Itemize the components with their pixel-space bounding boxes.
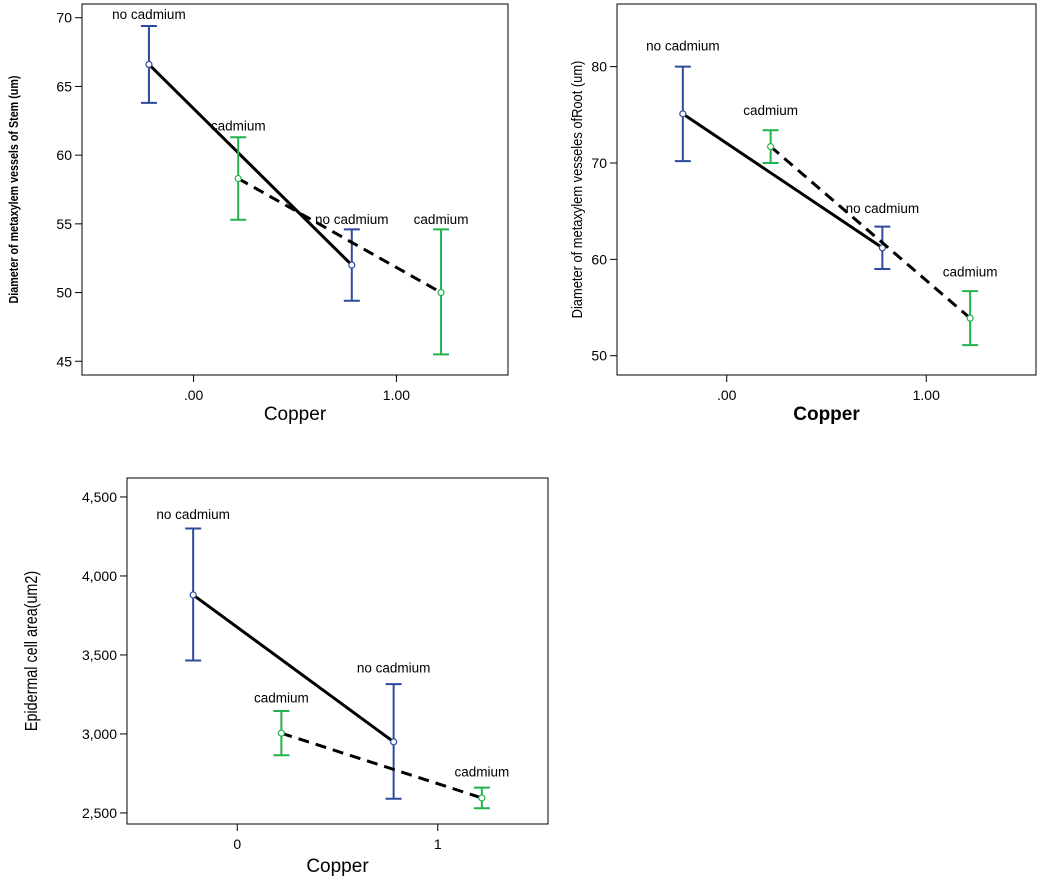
data-point-no-cadmium	[145, 60, 153, 69]
x-tick-label: 1	[434, 836, 442, 852]
group-annotation: cadmium	[454, 765, 509, 780]
x-tick-label: .00	[184, 387, 204, 403]
y-tick-label: 3,000	[82, 726, 117, 742]
y-tick-label: 4,000	[82, 568, 117, 584]
y-tick-label: 65	[56, 78, 72, 94]
x-tick-label: 1.00	[383, 387, 410, 403]
data-point-no-cadmium	[390, 738, 398, 746]
plot-frame	[616, 3, 1037, 376]
y-tick-label: 4,500	[82, 489, 117, 505]
group-annotation: cadmium	[254, 690, 309, 705]
y-tick-label: 80	[591, 59, 607, 75]
group-annotation: cadmium	[943, 265, 998, 280]
series-line-cadmium	[769, 145, 972, 320]
y-tick-label: 70	[56, 10, 72, 26]
y-tick-label: 70	[591, 155, 607, 171]
y-tick-label: 3,500	[82, 647, 117, 663]
series-line-no-cadmium	[147, 63, 353, 267]
chart-panel-2: 50 60 70 80 .00 1.00 Copper Diameter of metaxyl…	[568, 3, 1037, 425]
x-tick-label: .00	[717, 387, 737, 403]
data-point-no-cadmium	[348, 261, 356, 269]
group-annotation: cadmium	[743, 103, 798, 118]
data-point-cadmium	[767, 143, 775, 151]
y-axis-label: Diameter of metaxylem vessels of Stem (u…	[7, 75, 21, 303]
data-point-no-cadmium	[878, 244, 886, 252]
y-tick-label: 45	[56, 353, 72, 369]
series-line-cadmium	[280, 731, 483, 800]
y-tick-label: 50	[591, 348, 607, 364]
group-annotation: cadmium	[414, 212, 469, 227]
y-axis-label: Epidermal cell area(um2)	[23, 571, 42, 731]
y-tick-label: 60	[591, 251, 607, 267]
series-line-no-cadmium	[192, 593, 395, 744]
group-annotation: cadmium	[211, 118, 266, 133]
y-tick-label: 50	[56, 285, 72, 301]
plot-frame	[81, 3, 509, 376]
data-point-no-cadmium	[189, 591, 197, 599]
y-tick-label: 55	[56, 216, 72, 232]
x-axis-label: Copper	[306, 856, 369, 877]
x-axis-label: Copper	[264, 404, 327, 425]
y-axis-label: Diameter of metaxylem vesseles ofRoot (u…	[568, 61, 585, 319]
series-line-cadmium	[237, 177, 442, 294]
y-tick-label: 60	[56, 147, 72, 163]
chart-panel-1: 45 50 55 60 65 70 .00 1.00 Copper Diameter of met…	[7, 3, 509, 425]
x-tick-label: 0	[233, 836, 241, 852]
data-point-cadmium	[437, 288, 445, 297]
chart-panel-3: 2,500 3,000 3,500 4,000 4,500 0 1 Copper Epiderm…	[23, 477, 549, 877]
group-annotation: no cadmium	[156, 507, 230, 522]
x-tick-label: 1.00	[913, 387, 940, 403]
y-tick-label: 2,500	[82, 805, 117, 821]
group-annotation: no cadmium	[112, 7, 186, 22]
group-annotation: no cadmium	[846, 201, 920, 216]
data-point-cadmium	[966, 314, 974, 322]
x-axis-label: Copper	[793, 404, 860, 425]
plot-frame	[126, 477, 549, 825]
group-annotation: no cadmium	[315, 212, 389, 227]
data-point-no-cadmium	[679, 110, 687, 118]
group-annotation: no cadmium	[357, 660, 431, 675]
data-point-cadmium	[478, 794, 486, 802]
series-line-no-cadmium	[682, 112, 884, 250]
data-point-cadmium	[234, 174, 242, 183]
data-point-cadmium	[277, 729, 285, 737]
group-annotation: no cadmium	[646, 38, 720, 53]
